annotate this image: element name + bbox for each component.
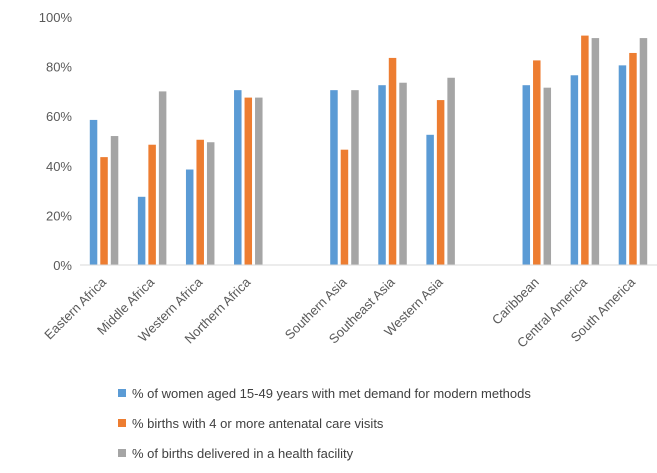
bar bbox=[388, 57, 397, 265]
bar bbox=[158, 91, 167, 266]
bar bbox=[447, 77, 455, 265]
legend-swatch bbox=[118, 449, 126, 457]
bar bbox=[522, 85, 531, 265]
bar bbox=[570, 75, 579, 265]
bar bbox=[244, 97, 253, 265]
bar bbox=[533, 60, 541, 266]
bar bbox=[234, 90, 242, 265]
legend: % of women aged 15-49 years with met dem… bbox=[118, 383, 531, 473]
y-tick-label: 80% bbox=[46, 60, 72, 75]
legend-swatch bbox=[118, 419, 126, 427]
y-tick-label: 40% bbox=[46, 159, 72, 174]
bar bbox=[89, 119, 98, 265]
legend-swatch bbox=[118, 389, 126, 397]
y-tick-label: 20% bbox=[46, 208, 72, 223]
y-tick-label: 60% bbox=[46, 109, 72, 124]
legend-item: % births with 4 or more antenatal care v… bbox=[118, 413, 531, 433]
y-axis: 0% 20% 40% 60% 80% 100% bbox=[39, 10, 73, 273]
bar bbox=[581, 35, 589, 265]
bar-chart: 0% 20% 40% 60% 80% 100% Eastern AfricaMiddle … bbox=[39, 10, 657, 351]
bar bbox=[255, 97, 263, 265]
bar bbox=[185, 169, 194, 265]
bar bbox=[330, 90, 338, 265]
legend-item: % of births delivered in a health facili… bbox=[118, 443, 531, 463]
y-tick-label: 100% bbox=[39, 10, 73, 25]
bar bbox=[399, 82, 407, 265]
bar bbox=[426, 134, 434, 265]
bar bbox=[340, 149, 349, 265]
bars bbox=[89, 35, 648, 266]
legend-label: % births with 4 or more antenatal care v… bbox=[132, 415, 384, 431]
bar bbox=[100, 157, 108, 265]
bar bbox=[629, 52, 637, 266]
bar bbox=[591, 38, 600, 265]
y-tick-label: 0% bbox=[53, 258, 72, 273]
bar bbox=[378, 85, 386, 265]
bar bbox=[436, 100, 445, 265]
bar bbox=[196, 139, 204, 265]
bar bbox=[618, 65, 627, 265]
bar bbox=[351, 90, 359, 265]
legend-label: % of women aged 15-49 years with met dem… bbox=[132, 385, 531, 401]
bar bbox=[206, 142, 215, 265]
legend-item: % of women aged 15-49 years with met dem… bbox=[118, 383, 531, 403]
bar bbox=[543, 87, 552, 266]
bar bbox=[148, 144, 156, 265]
bar bbox=[137, 196, 146, 265]
bar bbox=[110, 136, 119, 265]
bar bbox=[639, 38, 648, 265]
legend-label: % of births delivered in a health facili… bbox=[132, 445, 354, 461]
